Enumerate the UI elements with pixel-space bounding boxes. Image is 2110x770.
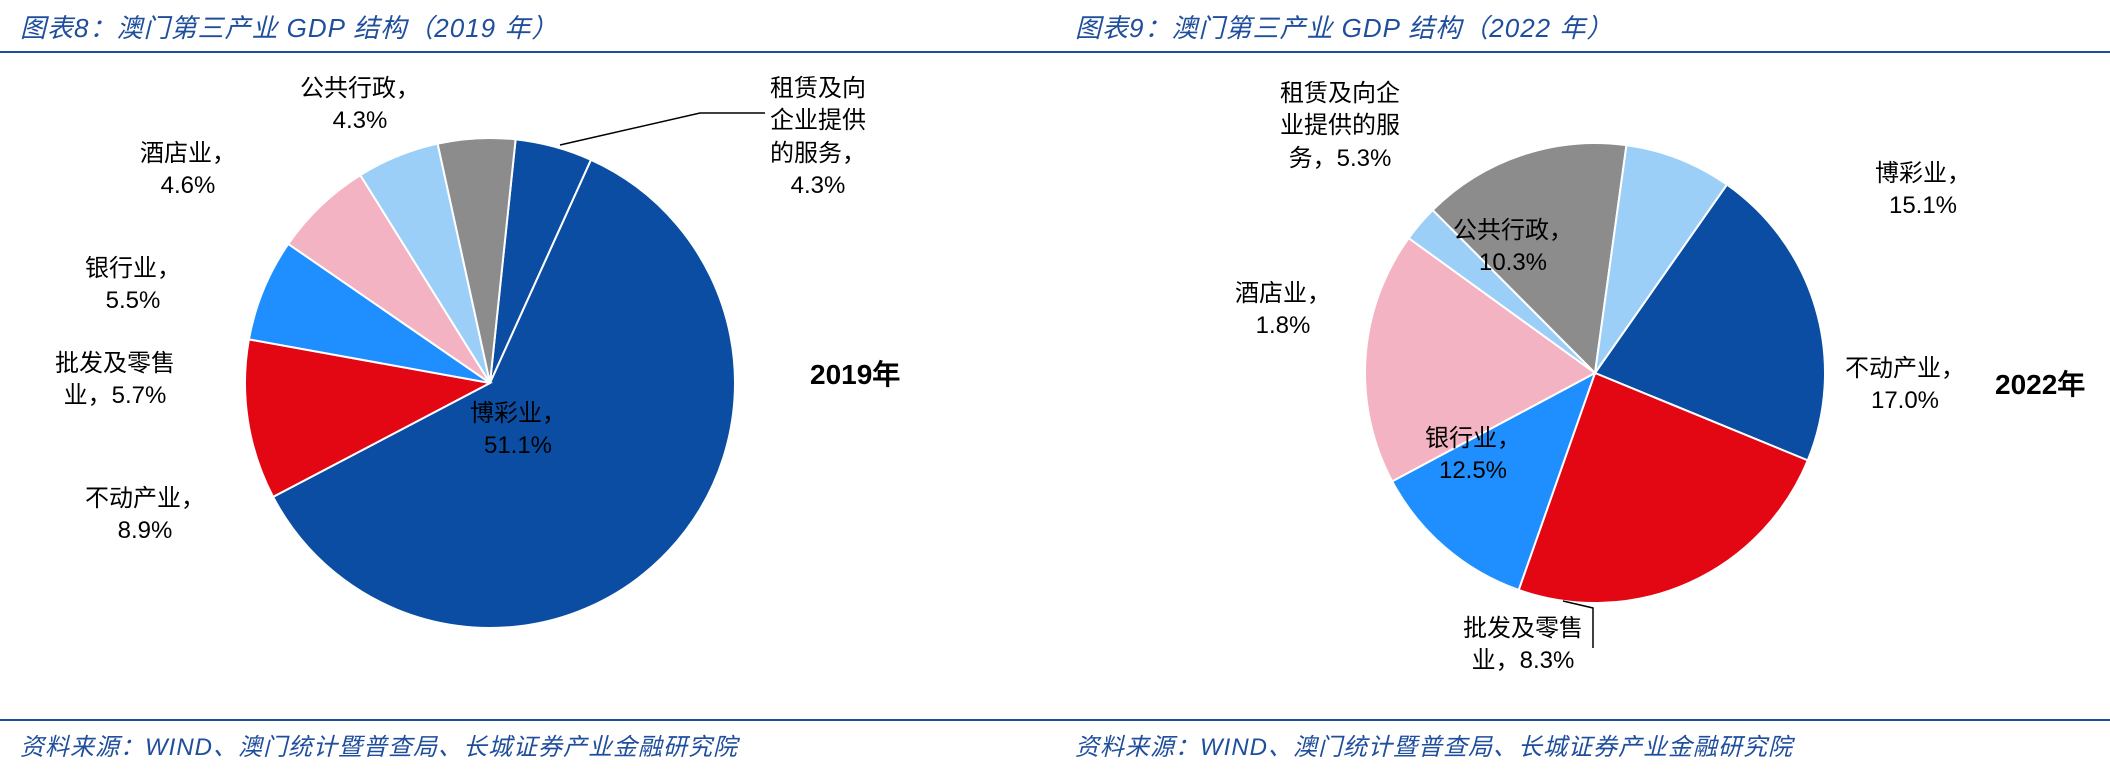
- slice-label: 银行业， 5.5%: [85, 253, 181, 318]
- slice-label: 租赁及向 企业提供 的服务， 4.3%: [770, 73, 866, 203]
- slice-label: 酒店业， 1.8%: [1235, 278, 1331, 343]
- slice-label: 公共行政， 10.3%: [1453, 215, 1573, 280]
- panel-left: 图表8：澳门第三产业 GDP 结构（2019 年） 租赁及向 企业提供 的服务，…: [0, 0, 1055, 770]
- pie-chart-2022: 博彩业， 15.1% 不动产业， 17.0% 批发及零售 业，8.3% 银行业， 12…: [1055, 53, 2110, 713]
- chart-title-right: 图表9：澳门第三产业 GDP 结构（2022 年）: [1055, 0, 2110, 53]
- pie-chart-2019: 租赁及向 企业提供 的服务， 4.3% 博彩业， 51.1% 不动产业， 8.9% 批…: [0, 53, 1055, 713]
- slice-label: 租赁及向企 业提供的服 务，5.3%: [1280, 78, 1400, 175]
- figure-pair: 图表8：澳门第三产业 GDP 结构（2019 年） 租赁及向 企业提供 的服务，…: [0, 0, 2110, 770]
- source-left: 资料来源：WIND、澳门统计暨普查局、长城证券产业金融研究院: [0, 719, 1055, 770]
- leader-line: [560, 113, 765, 145]
- slice-label: 批发及零售 业，8.3%: [1463, 613, 1583, 678]
- slice-label: 不动产业， 8.9%: [85, 483, 205, 548]
- slice-label: 酒店业， 4.6%: [140, 138, 236, 203]
- source-right: 资料来源：WIND、澳门统计暨普查局、长城证券产业金融研究院: [1055, 719, 2110, 770]
- slice-label: 银行业， 12.5%: [1425, 423, 1521, 488]
- slice-label: 博彩业， 51.1%: [470, 398, 566, 463]
- chart-title-left: 图表8：澳门第三产业 GDP 结构（2019 年）: [0, 0, 1055, 53]
- panel-right: 图表9：澳门第三产业 GDP 结构（2022 年） 博彩业， 15.1% 不动产业…: [1055, 0, 2110, 770]
- year-label: 2022年: [1995, 363, 2085, 403]
- slice-label: 公共行政， 4.3%: [300, 73, 420, 138]
- slice-label: 批发及零售 业，5.7%: [55, 348, 175, 413]
- year-label: 2019年: [810, 353, 900, 393]
- slice-label: 不动产业， 17.0%: [1845, 353, 1965, 418]
- slice-label: 博彩业， 15.1%: [1875, 158, 1971, 223]
